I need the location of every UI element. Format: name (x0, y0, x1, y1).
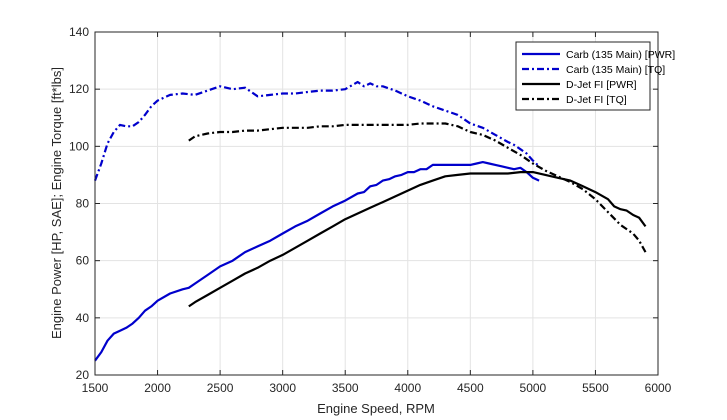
series-line-4 (188, 122, 647, 253)
y-axis-title: Engine Power [HP, SAE]; Engine Torque [f… (49, 67, 64, 339)
legend-label: D-Jet FI [TQ] (566, 94, 627, 106)
y-tick-label: 20 (76, 368, 90, 382)
y-tick-label: 60 (76, 254, 90, 268)
y-tick-label: 80 (76, 197, 90, 211)
y-tick-label: 140 (69, 25, 89, 39)
x-tick-label: 2000 (144, 381, 171, 395)
x-tick-label: 4500 (457, 381, 484, 395)
x-tick-label: 6000 (645, 381, 672, 395)
series-line-3 (188, 171, 647, 308)
y-tick-label: 120 (69, 82, 89, 96)
x-tick-label: 1500 (82, 381, 109, 395)
series-line-2 (93, 80, 540, 181)
x-axis-title: Engine Speed, RPM (317, 401, 435, 416)
legend-label: Carb (135 Main) [TQ] (566, 64, 665, 76)
series-line-1 (94, 161, 540, 362)
y-tick-label: 100 (69, 139, 89, 153)
legend-label: D-Jet FI [PWR] (566, 79, 637, 91)
x-tick-label: 3000 (269, 381, 296, 395)
x-tick-label: 2500 (207, 381, 234, 395)
axis-ticks: 1500 2000 2500 3000 3500 4000 4500 5000 5500 6000… (69, 25, 672, 395)
y-tick-label: 40 (76, 311, 90, 325)
series-layer (93, 80, 647, 362)
legend: Carb (135 Main) [PWR] Carb (135 Main) [TQ… (515, 41, 675, 111)
x-tick-label: 4000 (394, 381, 421, 395)
x-tick-label: 5500 (582, 381, 609, 395)
x-tick-label: 5000 (520, 381, 547, 395)
x-tick-label: 3500 (332, 381, 359, 395)
legend-label: Carb (135 Main) [PWR] (566, 49, 675, 61)
